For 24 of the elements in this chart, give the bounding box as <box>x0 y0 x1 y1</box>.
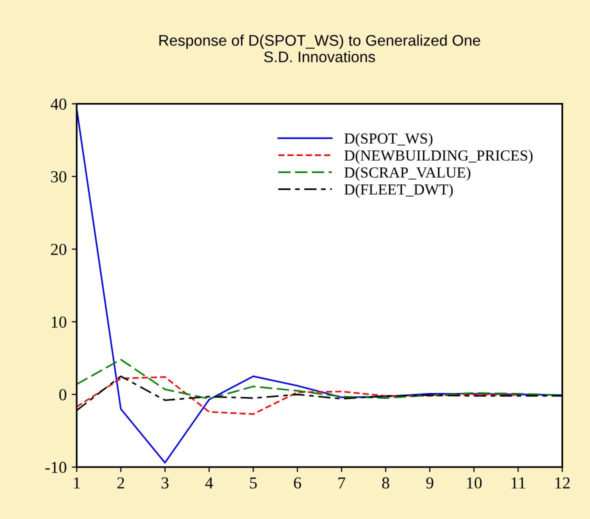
x-tick-label: 7 <box>338 477 346 488</box>
x-tick-label: 12 <box>555 477 570 488</box>
y-tick-label: 40 <box>50 98 66 110</box>
x-tick-label: 11 <box>512 477 526 488</box>
y-tick-label: -10 <box>45 462 66 474</box>
legend-label: D(FLEET_DWT) <box>344 184 453 198</box>
x-tick-label: 3 <box>162 477 168 489</box>
chart-title: Response of D(SPOT_WS) to Generalized One S.D. Innovations <box>159 34 480 62</box>
x-tick-label: 4 <box>205 477 214 488</box>
x-tick-label: 8 <box>382 477 390 489</box>
y-tick-label: 30 <box>51 171 66 182</box>
x-tick-label: 10 <box>467 477 482 489</box>
line-series <box>76 108 562 464</box>
x-tick-label: 9 <box>426 477 434 489</box>
legend-label: D(NEWBUILDING_PRICES) <box>344 150 533 164</box>
x-tick-label: 1 <box>74 477 80 488</box>
legend-label: D(SPOT_WS) <box>344 132 432 147</box>
x-tick-label: 5 <box>250 477 257 489</box>
y-tick-label: 20 <box>51 244 66 256</box>
legend-label: D(SCRAP_VALUE) <box>344 166 470 181</box>
y-tick-label: 0 <box>59 389 66 400</box>
x-tick-label: 6 <box>294 477 302 489</box>
x-tick-label: 2 <box>117 477 124 488</box>
y-tick-label: 10 <box>52 316 66 328</box>
